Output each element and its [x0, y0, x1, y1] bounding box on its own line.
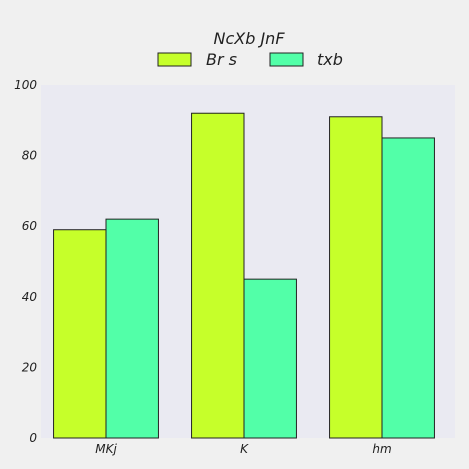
- y-tick-label: 40: [22, 290, 38, 304]
- y-tick-label: 100: [14, 78, 37, 92]
- chart-title: NcXb JnF: [213, 29, 285, 48]
- legend-label-series-1: Br s: [206, 50, 237, 69]
- legend-label-series-2: txb: [317, 50, 343, 69]
- bar-hm-series-1: [329, 116, 383, 439]
- bar-hm-series-2: [381, 137, 435, 439]
- y-tick-label: 20: [22, 360, 38, 374]
- y-axis: 0 20 40 60 80 100: [14, 78, 37, 445]
- x-tick-label: MKj: [95, 442, 117, 456]
- legend-swatch-series-1: [157, 52, 192, 67]
- bar-K-series-2: [243, 278, 297, 439]
- bars-group: [53, 112, 435, 439]
- y-tick-label: 60: [22, 219, 38, 233]
- bar-MKj-series-1: [53, 229, 107, 439]
- bar-K-series-1: [191, 112, 245, 439]
- bar-MKj-series-2: [105, 218, 159, 439]
- y-tick-label: 80: [22, 149, 38, 163]
- x-tick-label: K: [240, 442, 249, 456]
- y-tick-label: 0: [29, 431, 37, 445]
- x-tick-label: hm: [372, 442, 391, 456]
- legend-swatch-series-2: [269, 52, 304, 67]
- legend: Br s txb: [157, 50, 343, 69]
